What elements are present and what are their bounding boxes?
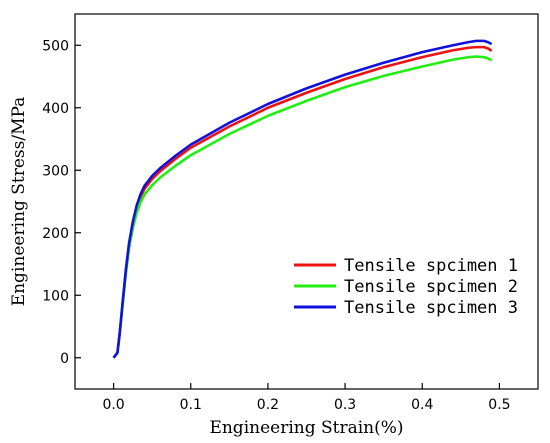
y-tick-label: 500 bbox=[42, 38, 69, 54]
x-tick-label: 0.5 bbox=[488, 397, 510, 413]
plot-frame bbox=[74, 13, 539, 390]
y-tick-label: 400 bbox=[42, 101, 69, 117]
x-tick-label: 0.1 bbox=[180, 397, 202, 413]
y-axis-title: Engineering Stress/MPa bbox=[9, 97, 29, 307]
legend-label-1: Tensile spcimen 1 bbox=[344, 256, 518, 276]
legend-label-2: Tensile spcimen 2 bbox=[344, 277, 518, 297]
y-tick-label: 0 bbox=[60, 351, 69, 367]
series-layer bbox=[112, 39, 493, 359]
y-tick-label: 300 bbox=[42, 163, 69, 179]
y-tick-label: 100 bbox=[42, 288, 69, 304]
x-tick-label: 0.2 bbox=[257, 397, 279, 413]
x-axis-title: Engineering Strain(%) bbox=[209, 418, 403, 438]
ticks-layer: 0.0 0.1 0.2 0.3 0.4 0.5 0 100 200 300 400 500 bbox=[42, 38, 510, 413]
legend-label-3: Tensile spcimen 3 bbox=[344, 298, 518, 318]
x-tick-label: 0.3 bbox=[334, 397, 356, 413]
y-tick-label: 200 bbox=[42, 226, 69, 242]
series-line-3 bbox=[112, 39, 493, 359]
x-tick-label: 0.0 bbox=[102, 397, 124, 413]
x-tick-label: 0.4 bbox=[411, 397, 433, 413]
